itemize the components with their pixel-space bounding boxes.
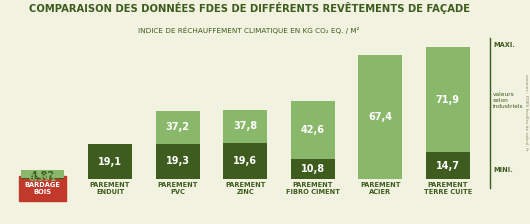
Bar — [21, 170, 65, 179]
Bar — [426, 152, 470, 179]
Text: 19,1: 19,1 — [98, 157, 122, 167]
Text: 4,82: 4,82 — [30, 171, 55, 181]
Bar — [426, 47, 470, 152]
Text: 0,391: 0,391 — [28, 174, 57, 183]
Text: INDICE DE RÉCHAUFFEMENT CLIMATIQUE EN KG CO₂ EQ. / M²: INDICE DE RÉCHAUFFEMENT CLIMATIQUE EN KG… — [138, 27, 360, 34]
Text: 37,8: 37,8 — [233, 121, 257, 131]
Bar — [223, 143, 267, 179]
Text: sources : FDES feuilles de calcul, fr: sources : FDES feuilles de calcul, fr — [524, 74, 528, 150]
Text: 37,2: 37,2 — [165, 122, 190, 132]
Bar — [291, 101, 334, 159]
Text: COMPARAISON DES DONNÉES FDES DE DIFFÉRENTS REVÊTEMENTS DE FAÇADE: COMPARAISON DES DONNÉES FDES DE DIFFÉREN… — [29, 2, 470, 14]
Text: 19,6: 19,6 — [233, 156, 257, 166]
Text: valeurs
selon
industriels: valeurs selon industriels — [493, 93, 524, 109]
Text: 67,4: 67,4 — [368, 112, 392, 122]
Text: 19,3: 19,3 — [165, 156, 190, 166]
Bar — [156, 144, 199, 179]
Text: 10,8: 10,8 — [301, 164, 325, 174]
Bar — [358, 55, 402, 179]
Bar — [156, 111, 199, 144]
Bar — [88, 144, 132, 179]
Bar — [291, 159, 334, 179]
Text: MINI.: MINI. — [493, 167, 513, 173]
Text: 42,6: 42,6 — [301, 125, 325, 135]
Text: MAXI.: MAXI. — [493, 42, 515, 48]
Text: 71,9: 71,9 — [436, 95, 460, 105]
Bar — [223, 110, 267, 143]
Text: 14,7: 14,7 — [436, 161, 460, 171]
